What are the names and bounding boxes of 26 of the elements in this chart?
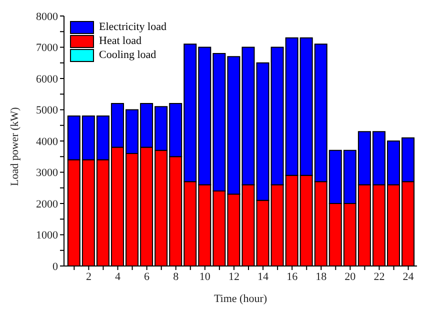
x-tick-label: 8 bbox=[173, 270, 180, 283]
legend-label: Heat load bbox=[99, 35, 142, 47]
y-tick-label: 8000 bbox=[36, 10, 58, 23]
y-tick-label: 6000 bbox=[36, 73, 58, 86]
y-tick-label: 5000 bbox=[36, 104, 58, 117]
x-axis-title: Time (hour) bbox=[214, 293, 268, 305]
y-tick-label: 3000 bbox=[36, 167, 58, 180]
x-tick-label: 18 bbox=[316, 270, 328, 283]
x-tick-label: 2 bbox=[86, 270, 92, 283]
y-tick-label: 4000 bbox=[36, 136, 58, 148]
legend-label: Cooling load bbox=[99, 49, 156, 61]
x-tick-label: 22 bbox=[374, 270, 385, 283]
y-tick-label: 2000 bbox=[36, 198, 58, 210]
legend-label: Electricity load bbox=[99, 21, 166, 33]
x-tick-label: 14 bbox=[258, 270, 270, 283]
y-tick-label: 1000 bbox=[36, 230, 58, 242]
y-tick-label: 0 bbox=[52, 260, 58, 273]
y-axis-title: Load power (kW) bbox=[8, 106, 21, 186]
y-tick-label: 7000 bbox=[36, 42, 58, 54]
x-tick-label: 10 bbox=[199, 270, 211, 283]
x-tick-label: 24 bbox=[402, 270, 414, 283]
x-tick-label: 4 bbox=[115, 270, 121, 283]
x-tick-label: 20 bbox=[344, 270, 356, 283]
x-tick-label: 6 bbox=[144, 270, 150, 283]
x-tick-label: 16 bbox=[286, 270, 298, 283]
x-tick-label: 12 bbox=[228, 270, 240, 283]
